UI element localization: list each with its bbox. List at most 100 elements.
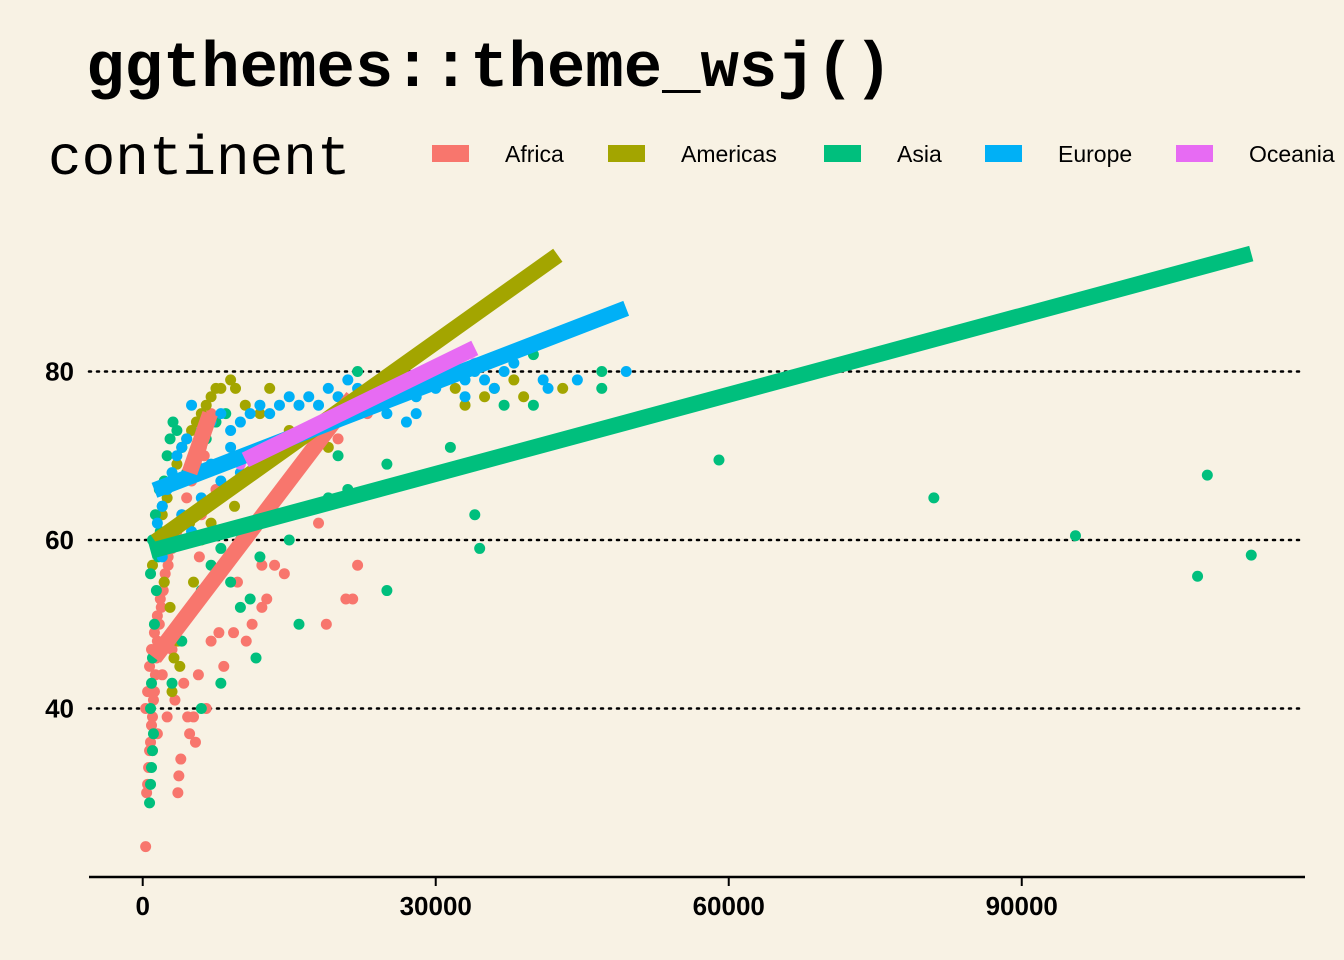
point-asia <box>1069 530 1081 542</box>
point-europe <box>215 408 227 420</box>
point-europe <box>381 408 393 420</box>
point-europe <box>342 374 354 386</box>
point-africa <box>320 618 332 630</box>
y-gridlines <box>87 370 1307 710</box>
point-africa <box>172 787 184 799</box>
point-africa <box>261 593 273 605</box>
point-asia <box>149 509 161 521</box>
point-europe <box>273 399 285 411</box>
x-tick-label: 90000 <box>986 891 1058 921</box>
point-asia <box>1245 549 1257 561</box>
point-africa <box>193 551 205 563</box>
legend-title: continent <box>48 127 350 191</box>
x-tick-label: 0 <box>135 891 149 921</box>
point-africa <box>141 787 153 799</box>
point-asia <box>381 585 393 597</box>
point-asia <box>381 458 393 470</box>
point-asia <box>225 576 237 588</box>
point-asia <box>527 399 539 411</box>
y-tick-label: 80 <box>45 357 74 387</box>
point-americas <box>459 399 471 411</box>
point-europe <box>571 374 583 386</box>
point-africa <box>155 601 167 613</box>
point-africa <box>148 627 160 639</box>
legend-label-americas: Americas <box>681 141 777 167</box>
legend-label-europe: Europe <box>1058 141 1132 167</box>
point-europe <box>186 399 198 411</box>
chart-title: ggthemes::theme_wsj() <box>86 34 893 106</box>
point-europe <box>181 433 193 445</box>
point-africa <box>213 627 225 639</box>
point-americas <box>166 686 178 698</box>
point-asia <box>498 399 510 411</box>
point-americas <box>205 391 217 403</box>
point-europe <box>244 408 256 420</box>
point-americas <box>479 391 491 403</box>
legend-label-oceania: Oceania <box>1249 141 1335 167</box>
point-americas <box>171 458 183 470</box>
point-africa <box>240 635 252 647</box>
point-africa <box>145 736 157 748</box>
trend-line-europe <box>151 300 630 498</box>
point-africa <box>181 492 193 504</box>
point-africa <box>144 660 156 672</box>
point-asia <box>332 450 344 462</box>
point-africa <box>162 559 174 571</box>
legend-key-africa <box>432 145 469 162</box>
point-africa <box>159 568 171 580</box>
point-asia <box>167 416 179 428</box>
point-europe <box>156 500 168 512</box>
point-africa <box>146 719 158 731</box>
y-tick-label: 40 <box>45 694 74 724</box>
point-americas <box>254 408 266 420</box>
point-asia <box>195 703 207 714</box>
trend-line-asia <box>148 245 1254 559</box>
point-africa <box>173 770 185 782</box>
point-asia <box>150 585 162 597</box>
point-americas <box>200 399 212 411</box>
point-americas <box>557 382 569 394</box>
point-asia <box>234 601 246 613</box>
point-europe <box>264 408 276 420</box>
point-asia <box>469 509 481 521</box>
point-africa <box>142 686 154 698</box>
trend-line-africa <box>182 410 218 476</box>
point-europe <box>303 391 315 403</box>
point-africa <box>140 841 152 853</box>
point-africa <box>175 753 187 765</box>
point-americas <box>508 374 520 386</box>
point-europe <box>313 399 325 411</box>
point-africa <box>189 736 201 748</box>
point-americas <box>449 382 461 394</box>
point-europe <box>488 382 500 394</box>
point-africa <box>228 627 240 639</box>
point-africa <box>192 669 204 681</box>
y-tick-label: 60 <box>45 525 74 555</box>
point-europe <box>176 441 188 453</box>
point-africa <box>169 694 181 706</box>
point-asia <box>293 618 305 630</box>
point-americas <box>225 374 237 386</box>
point-europe <box>479 374 491 386</box>
point-asia <box>146 745 158 757</box>
point-europe <box>254 399 266 411</box>
point-africa <box>313 517 325 529</box>
point-americas <box>518 391 530 403</box>
point-europe <box>459 391 471 403</box>
point-europe <box>225 441 237 453</box>
point-europe <box>542 382 554 394</box>
point-africa <box>161 711 173 723</box>
x-axis-ticks: 0 30000 60000 90000 <box>135 877 1058 921</box>
point-asia <box>171 424 183 436</box>
point-africa <box>151 610 163 622</box>
point-africa <box>256 601 268 613</box>
point-asia <box>928 492 940 504</box>
point-asia <box>596 382 608 394</box>
point-asia <box>145 703 157 714</box>
point-asia <box>146 677 158 689</box>
point-americas <box>186 424 198 436</box>
point-americas <box>158 576 170 588</box>
point-europe <box>410 408 422 420</box>
point-asia <box>1192 570 1204 582</box>
point-asia <box>215 542 227 554</box>
